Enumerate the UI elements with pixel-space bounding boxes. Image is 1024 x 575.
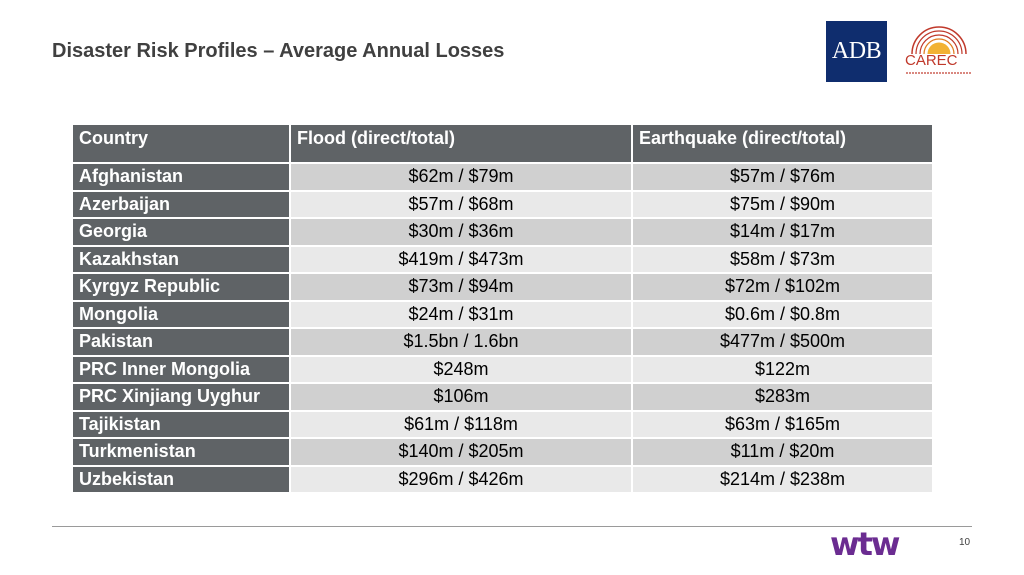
- carec-logo: CAREC: [902, 24, 976, 82]
- slide-title: Disaster Risk Profiles – Average Annual …: [52, 40, 505, 62]
- earthquake-cell: $58m / $73m: [633, 246, 932, 272]
- country-cell: Tajikistan: [73, 411, 289, 437]
- table-row: PRC Xinjiang Uyghur $106m $283m: [73, 384, 932, 410]
- flood-cell: $30m / $36m: [291, 219, 631, 245]
- carec-sunburst-icon: [911, 26, 967, 54]
- country-cell: Pakistan: [73, 329, 289, 355]
- table-header-row: Country Flood (direct/total) Earthquake …: [73, 125, 932, 162]
- flood-cell: $296m / $426m: [291, 466, 631, 492]
- earthquake-cell: $214m / $238m: [633, 466, 932, 492]
- table-row: Azerbaijan $57m / $68m $75m / $90m: [73, 191, 932, 217]
- footer-divider: [52, 526, 972, 527]
- table-row: Uzbekistan $296m / $426m $214m / $238m: [73, 466, 932, 492]
- country-cell: Mongolia: [73, 301, 289, 327]
- page-number: 10: [959, 537, 971, 548]
- flood-cell: $61m / $118m: [291, 411, 631, 437]
- flood-cell: $248m: [291, 356, 631, 382]
- adb-logo: ADB: [826, 21, 887, 82]
- flood-cell: $62m / $79m: [291, 164, 631, 190]
- table-row: Turkmenistan $140m / $205m $11m / $20m: [73, 439, 932, 465]
- earthquake-cell: $57m / $76m: [633, 164, 932, 190]
- country-cell: Uzbekistan: [73, 466, 289, 492]
- country-cell: PRC Xinjiang Uyghur: [73, 384, 289, 410]
- earthquake-cell: $75m / $90m: [633, 191, 932, 217]
- flood-cell: $57m / $68m: [291, 191, 631, 217]
- table-row: Kyrgyz Republic $73m / $94m $72m / $102m: [73, 274, 932, 300]
- earthquake-cell: $283m: [633, 384, 932, 410]
- flood-cell: $24m / $31m: [291, 301, 631, 327]
- table-row: PRC Inner Mongolia $248m $122m: [73, 356, 932, 382]
- carec-tagline-decoration: [906, 72, 972, 74]
- table-row: Kazakhstan $419m / $473m $58m / $73m: [73, 246, 932, 272]
- country-cell: Georgia: [73, 219, 289, 245]
- wtw-logo: wtw: [830, 525, 900, 563]
- table-row: Georgia $30m / $36m $14m / $17m: [73, 219, 932, 245]
- country-cell: PRC Inner Mongolia: [73, 356, 289, 382]
- header-country: Country: [73, 125, 289, 162]
- earthquake-cell: $0.6m / $0.8m: [633, 301, 932, 327]
- earthquake-cell: $14m / $17m: [633, 219, 932, 245]
- header-flood: Flood (direct/total): [291, 125, 631, 162]
- country-cell: Turkmenistan: [73, 439, 289, 465]
- flood-cell: $419m / $473m: [291, 246, 631, 272]
- header-earthquake: Earthquake (direct/total): [633, 125, 932, 162]
- earthquake-cell: $477m / $500m: [633, 329, 932, 355]
- table-row: Pakistan $1.5bn / 1.6bn $477m / $500m: [73, 329, 932, 355]
- table-body: Afghanistan $62m / $79m $57m / $76m Azerbai…: [73, 164, 932, 492]
- flood-cell: $1.5bn / 1.6bn: [291, 329, 631, 355]
- earthquake-cell: $11m / $20m: [633, 439, 932, 465]
- table-row: Afghanistan $62m / $79m $57m / $76m: [73, 164, 932, 190]
- earthquake-cell: $63m / $165m: [633, 411, 932, 437]
- country-cell: Azerbaijan: [73, 191, 289, 217]
- flood-cell: $106m: [291, 384, 631, 410]
- earthquake-cell: $72m / $102m: [633, 274, 932, 300]
- country-cell: Kyrgyz Republic: [73, 274, 289, 300]
- flood-cell: $140m / $205m: [291, 439, 631, 465]
- carec-logo-text: CAREC: [905, 52, 958, 69]
- earthquake-cell: $122m: [633, 356, 932, 382]
- table-row: Mongolia $24m / $31m $0.6m / $0.8m: [73, 301, 932, 327]
- flood-cell: $73m / $94m: [291, 274, 631, 300]
- country-cell: Afghanistan: [73, 164, 289, 190]
- adb-logo-text: ADB: [831, 38, 882, 64]
- losses-table: Country Flood (direct/total) Earthquake …: [71, 123, 934, 494]
- country-cell: Kazakhstan: [73, 246, 289, 272]
- table-row: Tajikistan $61m / $118m $63m / $165m: [73, 411, 932, 437]
